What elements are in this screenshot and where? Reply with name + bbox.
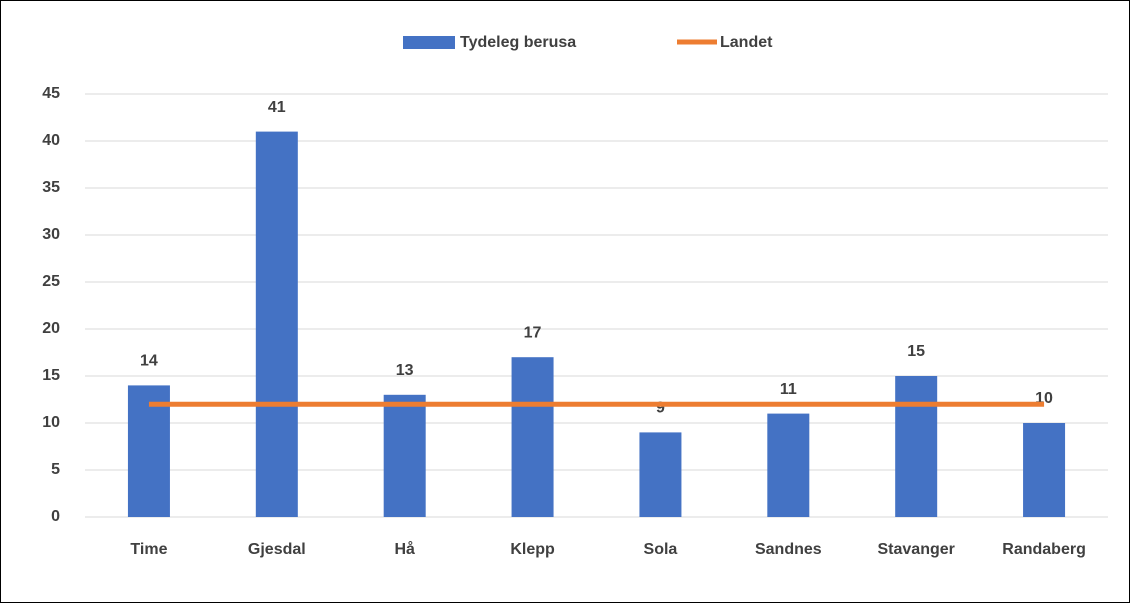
bar bbox=[895, 376, 938, 517]
x-tick-label: Klepp bbox=[510, 541, 555, 558]
legend-swatch bbox=[403, 36, 455, 49]
y-tick-label: 35 bbox=[42, 179, 60, 196]
legend-label: Tydeleg berusa bbox=[460, 34, 576, 51]
data-label: 41 bbox=[268, 99, 286, 116]
x-tick-label: Hå bbox=[394, 540, 415, 558]
data-label: 11 bbox=[780, 381, 797, 398]
x-tick-label: Stavanger bbox=[878, 541, 955, 558]
x-tick-label: Randaberg bbox=[1002, 541, 1086, 558]
y-tick-label: 20 bbox=[42, 320, 60, 337]
data-label: 9 bbox=[656, 400, 665, 417]
x-tick-label: Gjesdal bbox=[248, 541, 306, 558]
legend-label: Landet bbox=[720, 34, 773, 51]
y-tick-label: 40 bbox=[42, 132, 60, 149]
y-tick-label: 25 bbox=[42, 273, 60, 290]
data-label: 17 bbox=[524, 324, 542, 341]
y-tick-label: 5 bbox=[51, 461, 60, 478]
bar bbox=[767, 413, 810, 517]
bar bbox=[127, 385, 170, 517]
y-tick-label: 15 bbox=[42, 367, 60, 384]
y-tick-label: 30 bbox=[42, 226, 60, 243]
bar bbox=[383, 394, 426, 517]
bar bbox=[511, 357, 554, 517]
data-label: 15 bbox=[907, 343, 925, 360]
bar bbox=[1023, 423, 1066, 517]
y-tick-label: 10 bbox=[42, 414, 60, 431]
x-tick-label: Sola bbox=[644, 541, 678, 558]
x-tick-label: Time bbox=[130, 541, 167, 558]
bar bbox=[639, 432, 682, 517]
data-label: 13 bbox=[396, 362, 414, 379]
data-label: 14 bbox=[140, 353, 158, 370]
y-tick-label: 0 bbox=[51, 508, 60, 525]
bar bbox=[255, 131, 298, 517]
x-tick-label: Sandnes bbox=[755, 541, 822, 558]
y-tick-label: 45 bbox=[42, 85, 60, 102]
